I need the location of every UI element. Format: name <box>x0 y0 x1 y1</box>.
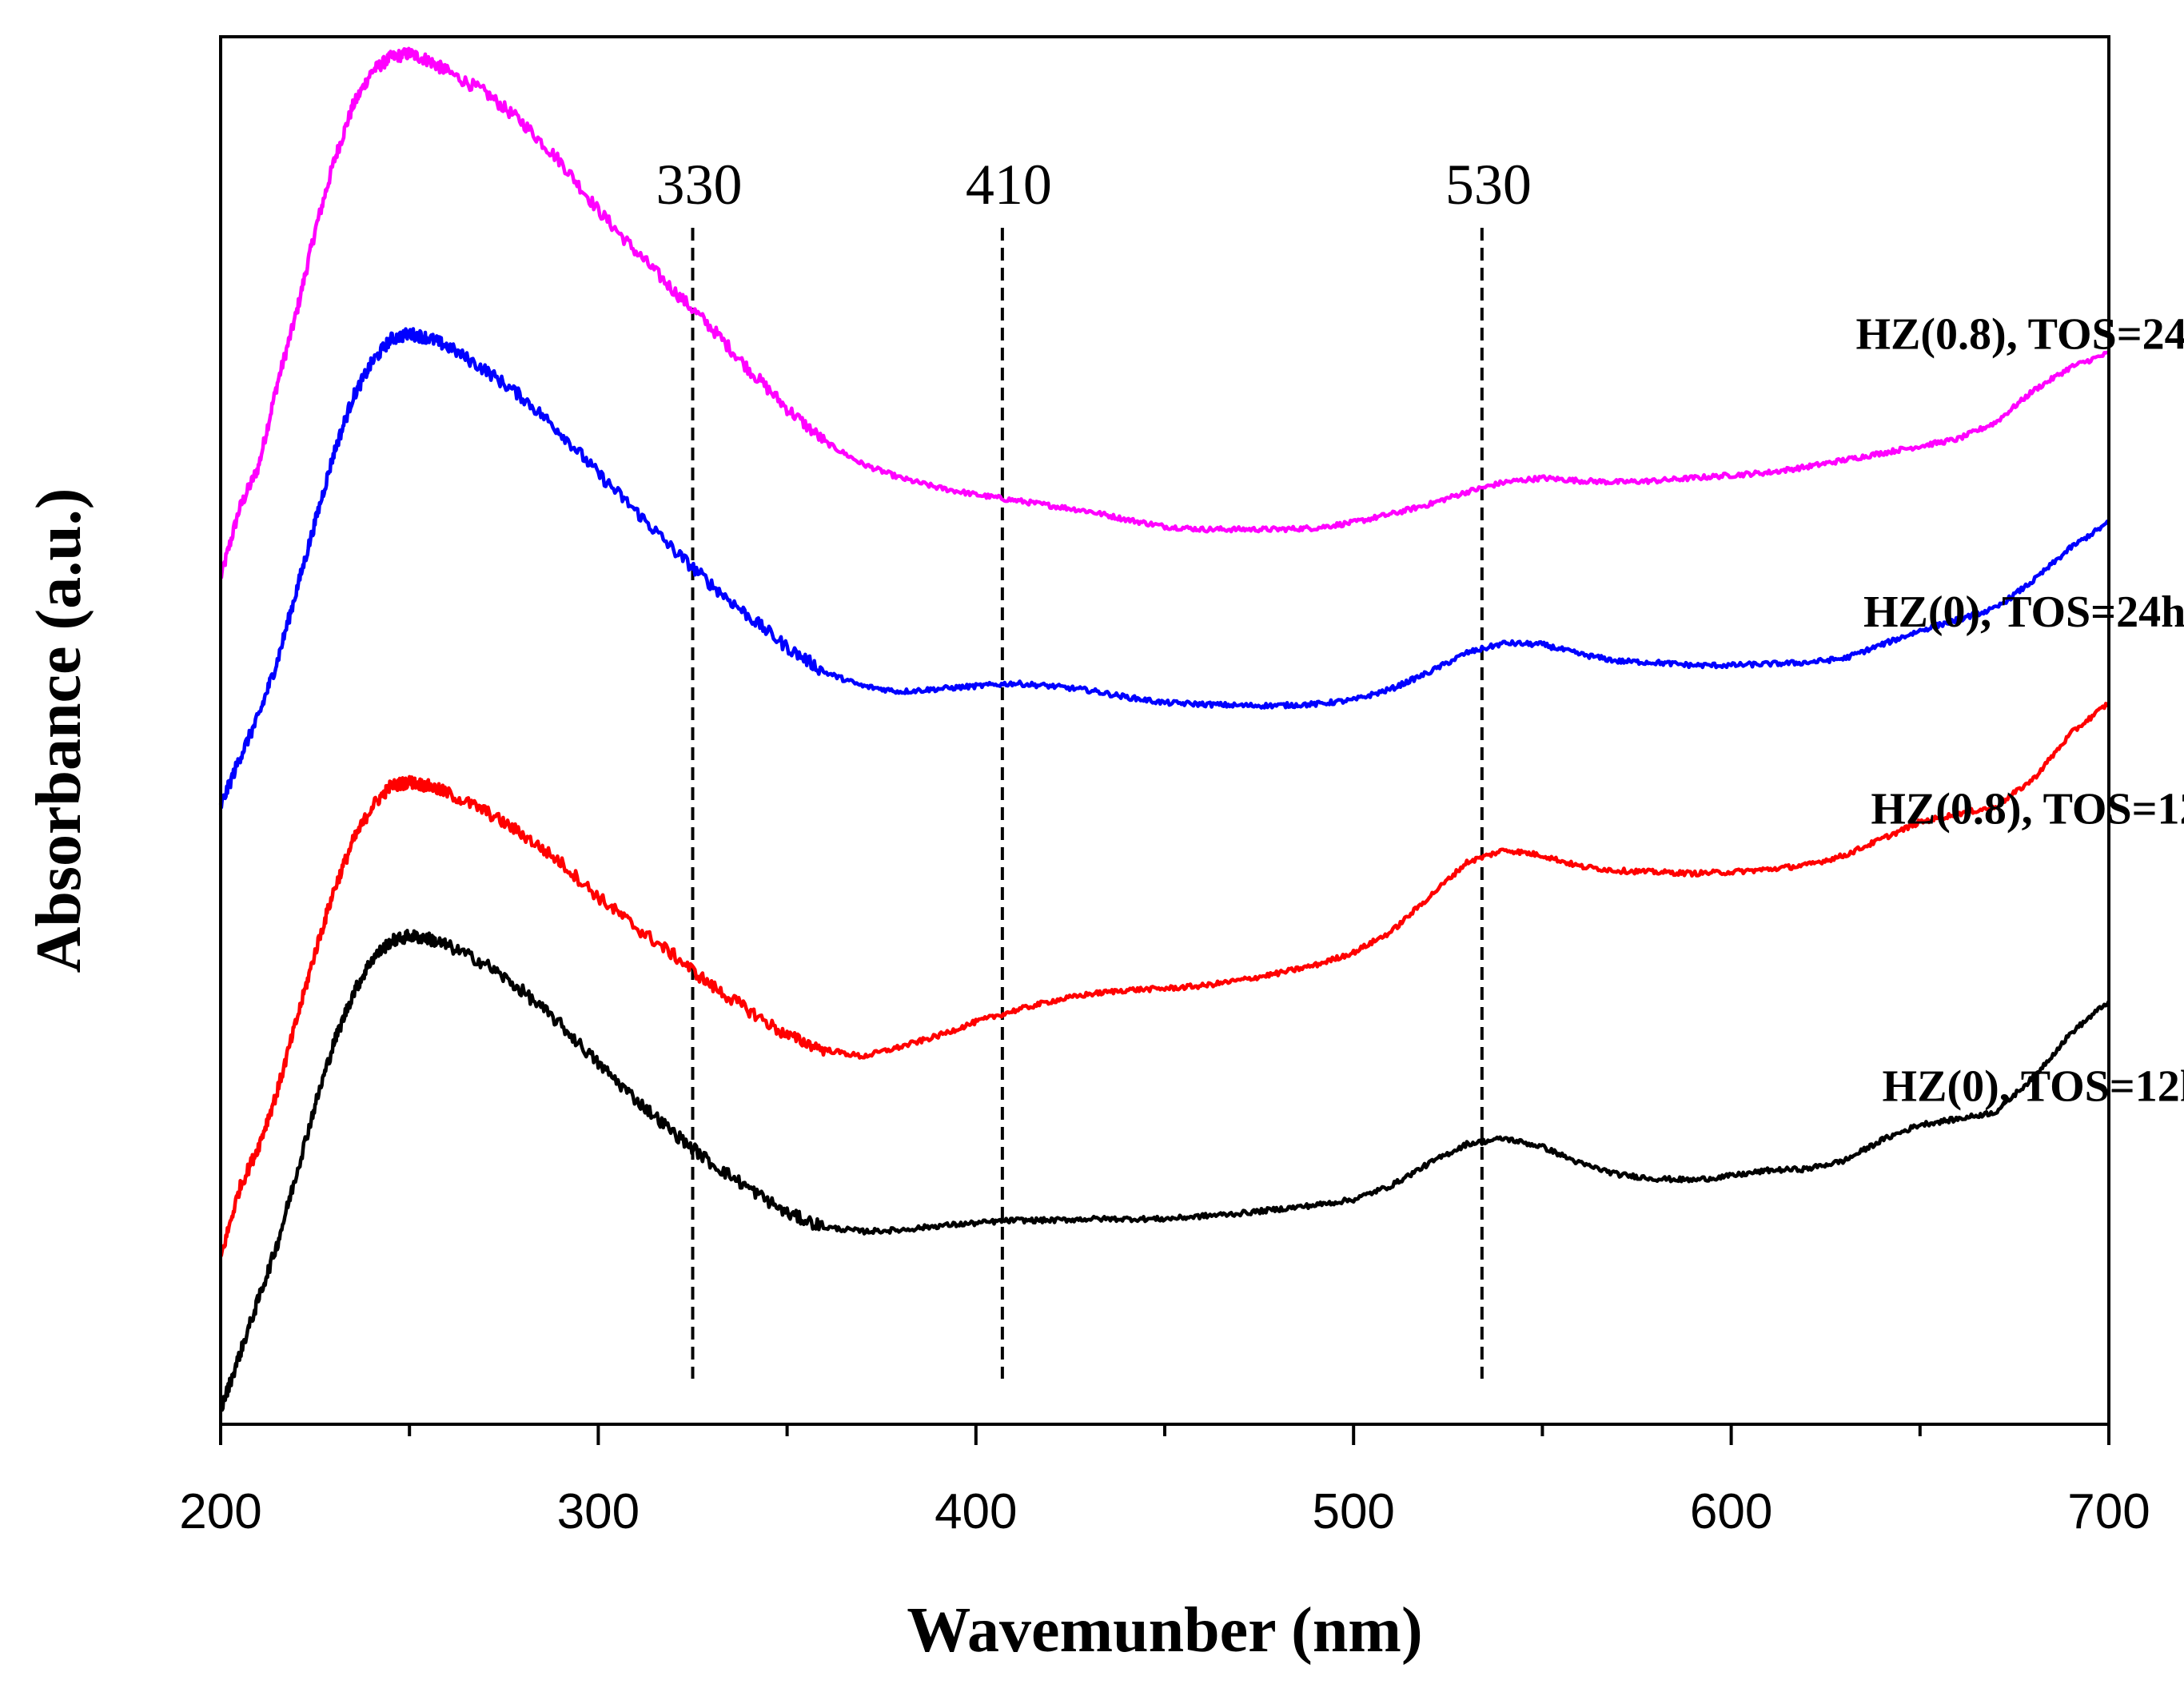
reference-label-410: 410 <box>966 153 1052 217</box>
series-line-2 <box>218 702 2110 1258</box>
x-tick-label-200: 200 <box>179 1484 261 1539</box>
x-tick-label-400: 400 <box>935 1484 1017 1539</box>
x-tick-label-600: 600 <box>1690 1484 1772 1539</box>
series-label-1: HZ(0), TOS=24h <box>1863 587 2184 637</box>
series-label-3: HZ(0), TOS=12h <box>1883 1062 2184 1112</box>
series-line-1 <box>218 327 2110 810</box>
reference-label-530: 530 <box>1445 153 1532 217</box>
series-layer <box>218 46 2111 1412</box>
x-tick-label-700: 700 <box>2067 1484 2150 1539</box>
series-line-3 <box>219 929 2111 1412</box>
plot-frame <box>219 35 2110 1426</box>
x-axis-ticks: 200 300 400 500 600 700 <box>179 1424 2150 1539</box>
labels-layer: HZ(0.8), TOS=24h HZ(0), TOS=24h HZ(0.8), T… <box>1855 310 2184 1112</box>
reference-label-330: 330 <box>656 153 743 217</box>
series-label-0: HZ(0.8), TOS=24h <box>1855 310 2184 360</box>
x-axis-title: Wavemunber (nm) <box>907 1595 1422 1666</box>
y-axis-title: Absorbance (a.u.) <box>24 488 94 973</box>
reference-lines: 330 410 530 <box>656 153 1532 1379</box>
series-line-0 <box>218 46 2110 579</box>
series-label-2: HZ(0.8), TOS=12h <box>1871 784 2184 834</box>
x-tick-label-300: 300 <box>557 1484 640 1539</box>
x-tick-label-500: 500 <box>1312 1484 1394 1539</box>
